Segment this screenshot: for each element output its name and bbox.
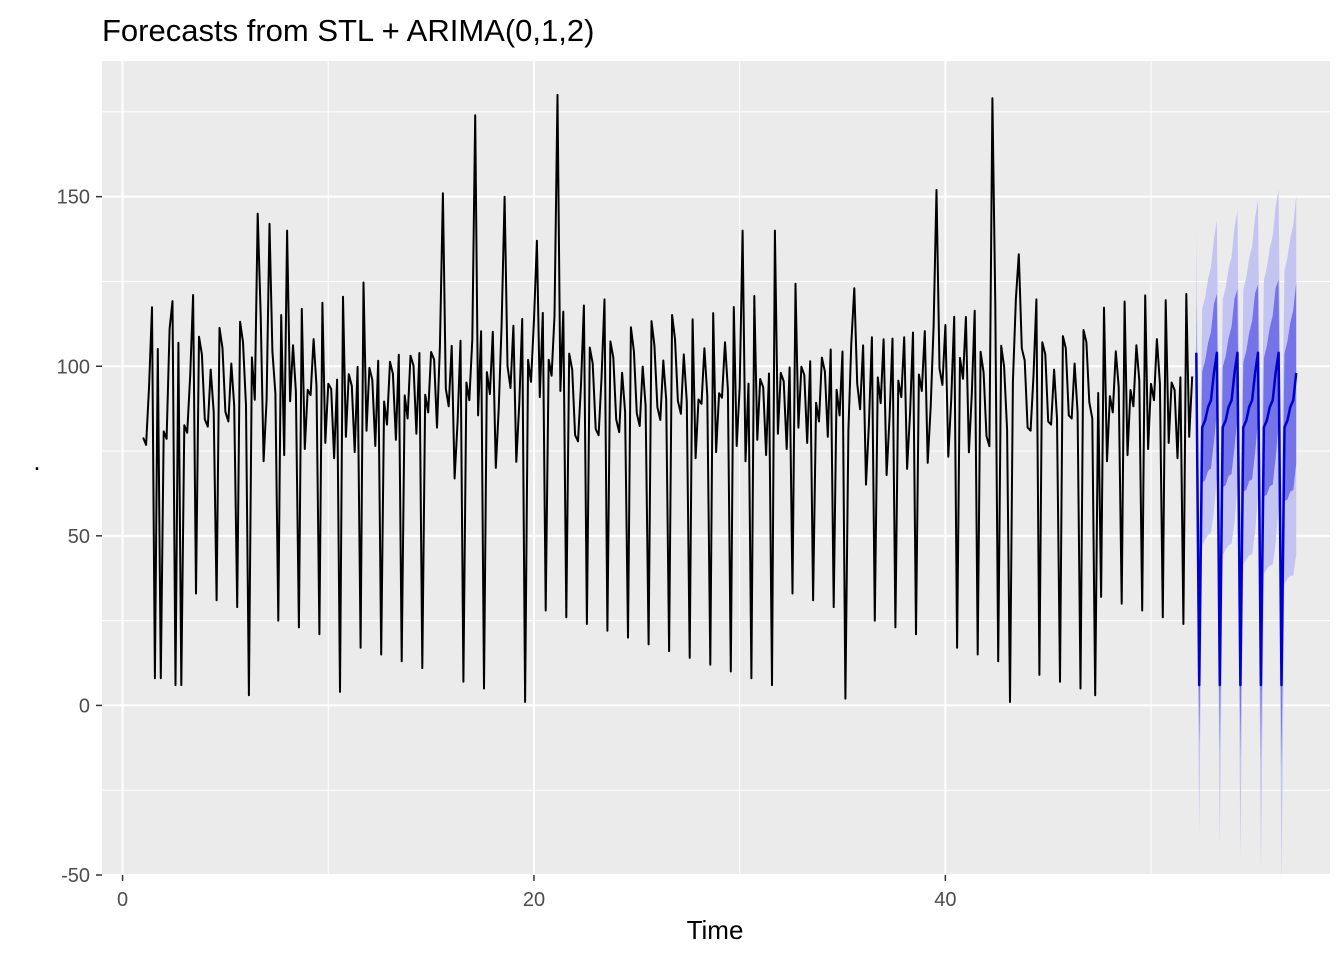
y-tick-label: 0: [79, 695, 90, 717]
major-gridlines: [102, 61, 1330, 876]
y-tick-label: 150: [57, 187, 90, 209]
history-line: [142, 93, 1194, 703]
x-axis: 0 20 40: [117, 875, 956, 911]
x-axis-title: Time: [687, 915, 744, 945]
x-tick-label: 0: [117, 889, 128, 911]
chart-title: Forecasts from STL + ARIMA(0,1,2): [102, 13, 594, 48]
forecast-line: [1195, 351, 1298, 687]
y-axis-title: .: [33, 446, 40, 476]
y-tick-label: -50: [61, 865, 90, 887]
series-lines: [142, 93, 1298, 703]
y-tick-label: 100: [57, 356, 90, 378]
x-tick-label: 40: [934, 889, 956, 911]
plot-panel: [102, 61, 1330, 875]
x-tick-label: 20: [523, 889, 545, 911]
y-tick-label: 50: [68, 526, 90, 548]
y-axis: -50 0 50 100 150: [57, 187, 102, 887]
